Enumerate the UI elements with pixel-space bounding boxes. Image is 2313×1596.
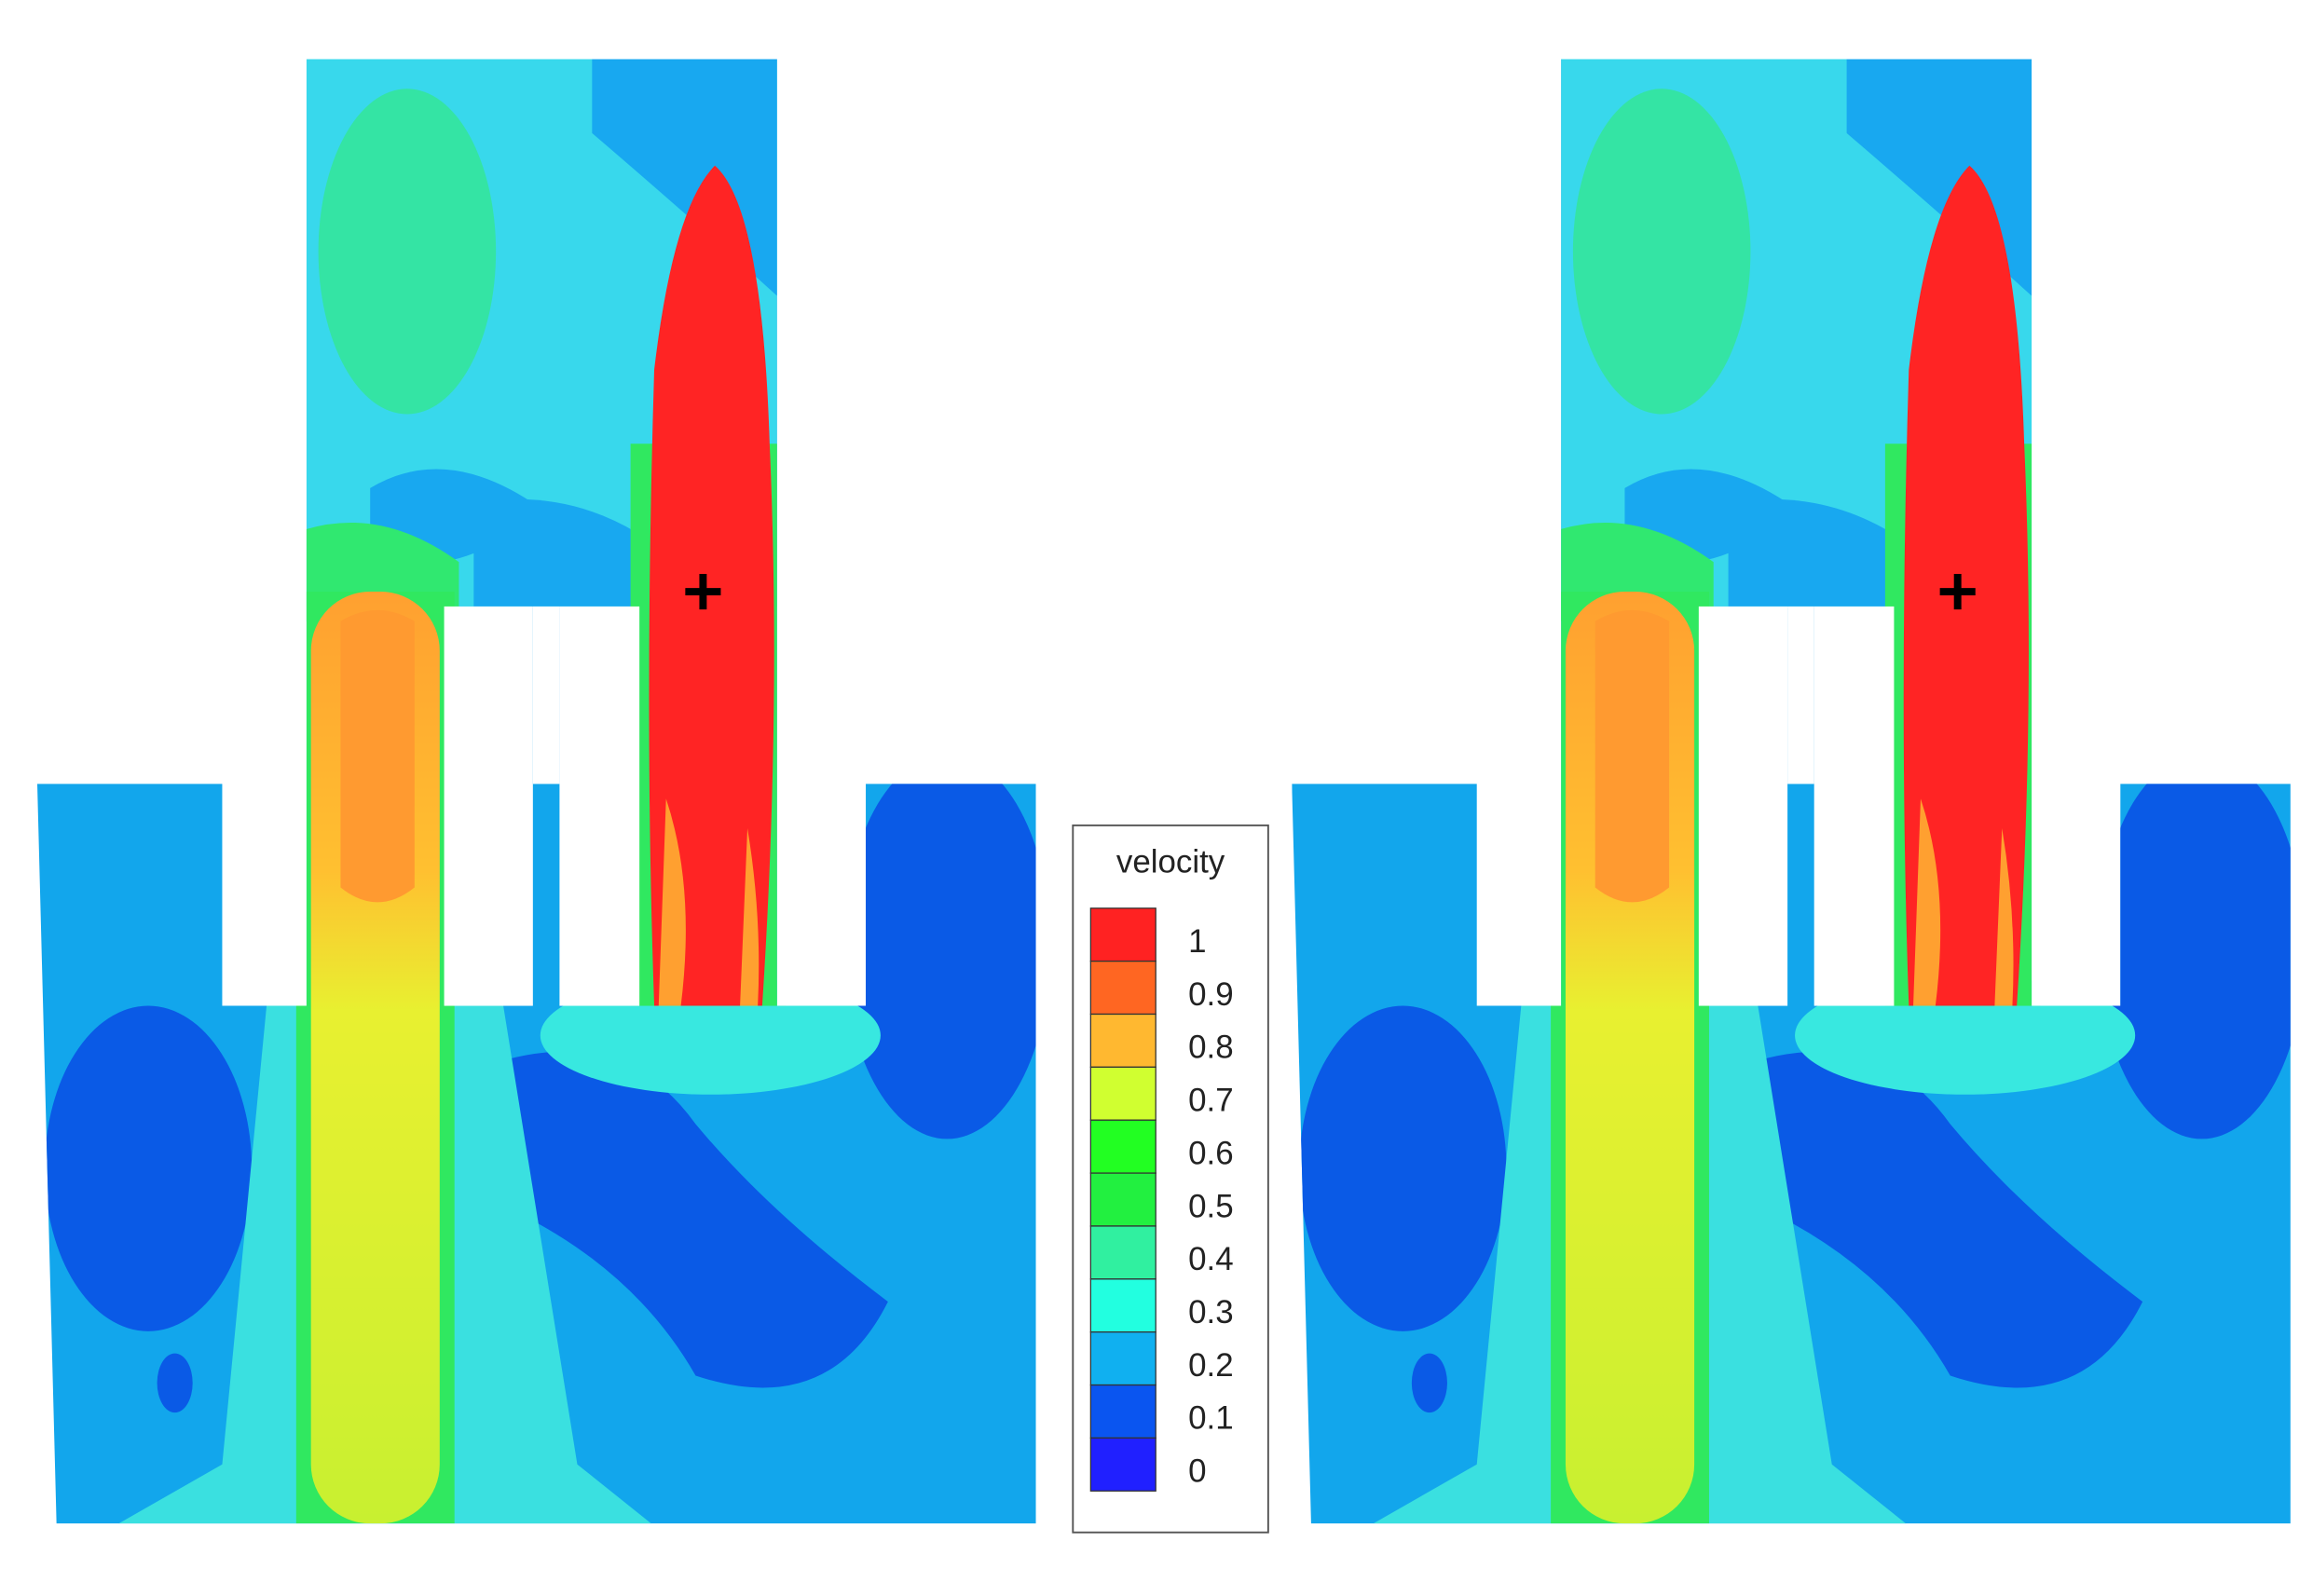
legend-title: velocity xyxy=(1116,843,1225,880)
legend-swatch xyxy=(1089,1384,1156,1439)
legend-label: 0.8 xyxy=(1188,1030,1234,1066)
legend-label: 0.6 xyxy=(1188,1135,1234,1171)
legend-swatch xyxy=(1089,1013,1156,1069)
legend-swatch xyxy=(1089,1225,1156,1280)
left-panel xyxy=(0,0,1065,1596)
legend-label: 0.3 xyxy=(1188,1294,1234,1330)
legend-label: 0 xyxy=(1188,1453,1206,1490)
legend-swatch xyxy=(1089,1437,1156,1492)
legend-swatch xyxy=(1089,1172,1156,1227)
legend-label: 0.5 xyxy=(1188,1188,1234,1224)
legend-label: 1 xyxy=(1188,923,1206,960)
legend-label: 0.4 xyxy=(1188,1241,1234,1277)
legend-label: 0.2 xyxy=(1188,1347,1234,1384)
legend-swatch xyxy=(1089,1331,1156,1386)
legend-label: 0.7 xyxy=(1188,1083,1234,1119)
legend-swatch xyxy=(1089,1278,1156,1333)
legend-swatch xyxy=(1089,907,1156,962)
legend-label: 0.1 xyxy=(1188,1400,1234,1437)
legend-swatch xyxy=(1089,1066,1156,1121)
legend-swatch xyxy=(1089,961,1156,1016)
legend-swatch xyxy=(1089,1119,1156,1174)
right-panel xyxy=(1255,0,2313,1596)
legend-label: 0.9 xyxy=(1188,976,1234,1013)
legend: velocity 1 0.9 0.8 0.7 0.6 0.5 0.4 0.3 0.2 0.1 0 xyxy=(1072,824,1269,1534)
